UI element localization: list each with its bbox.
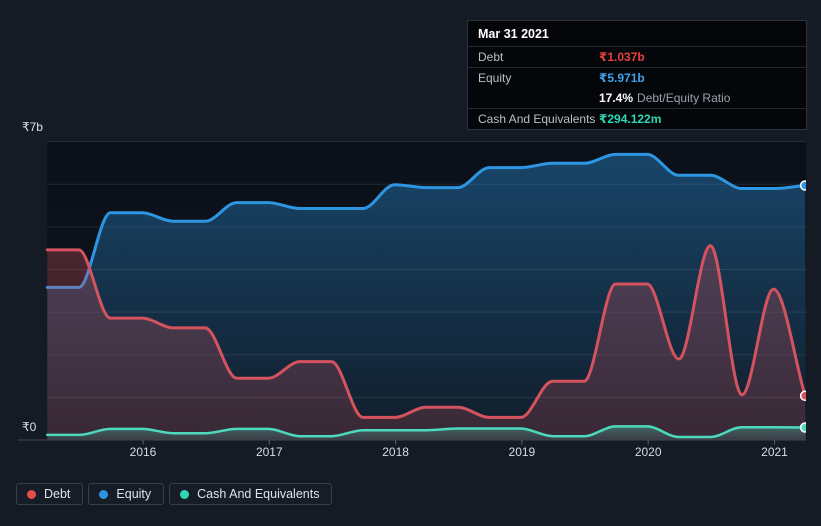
x-axis-label: 2016 (129, 445, 157, 459)
legend-equity-label: Equity (116, 487, 152, 501)
y-axis-label-zero: ₹0 (22, 420, 37, 434)
legend-chip-equity[interactable]: Equity (88, 483, 165, 505)
x-axis-label: 2019 (508, 445, 536, 459)
equity-series-dot-icon (99, 489, 109, 499)
chart-tooltip: Mar 31 2021 Debt ₹1.037b Equity ₹5.971b … (467, 20, 807, 130)
x-axis-label: 2018 (382, 445, 409, 459)
x-axis-label: 2021 (761, 445, 788, 459)
debt-series-dot-icon (27, 489, 36, 499)
tooltip-cash-value: ₹294.122m (599, 112, 662, 126)
tooltip-cash-label: Cash And Equivalents (478, 112, 596, 126)
legend-chip-debt[interactable]: Debt (16, 483, 84, 505)
tooltip-equity-value: ₹5.971b (599, 71, 645, 85)
tooltip-date: Mar 31 2021 (468, 21, 806, 47)
tooltip-debt-value: ₹1.037b (599, 50, 645, 64)
chart-legend: Debt Equity Cash And Equivalents (16, 483, 333, 505)
tooltip-cash-row: Cash And Equivalents ₹294.122m (468, 109, 806, 129)
legend-debt-label: Debt (44, 487, 71, 501)
tooltip-ratio-label: Debt/Equity Ratio (637, 91, 731, 105)
tooltip-ratio-row: 17.4% Debt/Equity Ratio (468, 88, 806, 109)
tooltip-debt-label: Debt (478, 50, 504, 64)
y-axis-label-max: ₹7b (22, 120, 43, 134)
tooltip-ratio-value: 17.4% (599, 91, 634, 105)
tooltip-equity-row: Equity ₹5.971b (468, 68, 806, 88)
tooltip-equity-label: Equity (478, 71, 512, 85)
cash-series-dot-icon (180, 489, 190, 499)
legend-chip-cash[interactable]: Cash And Equivalents (169, 483, 333, 505)
tooltip-debt-row: Debt ₹1.037b (468, 47, 806, 68)
legend-cash-label: Cash And Equivalents (197, 487, 320, 501)
x-axis-label: 2020 (634, 445, 662, 459)
x-axis-label: 2017 (255, 445, 283, 459)
